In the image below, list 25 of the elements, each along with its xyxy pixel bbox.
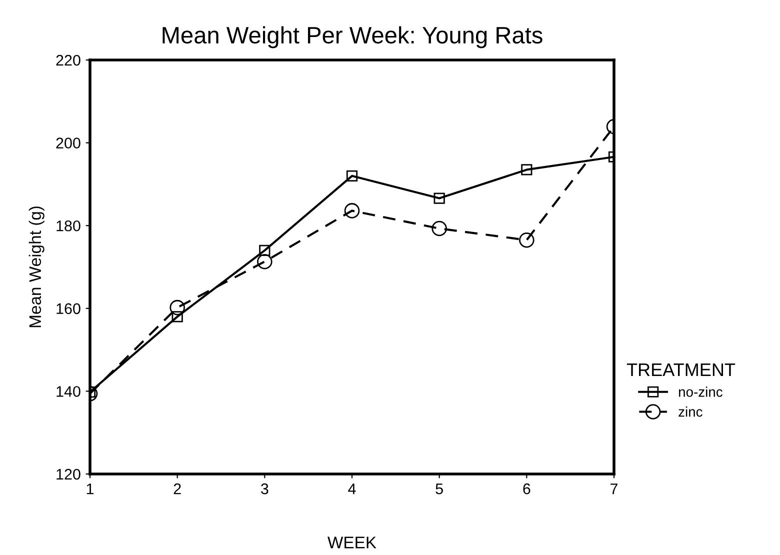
x-tick-label: 3 [261, 483, 268, 494]
legend-label: zinc [678, 406, 702, 417]
y-axis-title: Mean Weight (g) [28, 206, 44, 328]
point [432, 220, 447, 236]
x-tick-label: 7 [610, 484, 618, 494]
point [257, 254, 272, 270]
x-tick-label: 5 [436, 484, 443, 494]
y-tick-label: 200 [56, 138, 80, 148]
legend-title: TREATMENT [626, 364, 736, 376]
y-tick-label: 180 [56, 220, 80, 232]
x-tick-label: 6 [523, 483, 530, 494]
point [344, 203, 360, 218]
y-tick-label: 160 [56, 303, 80, 314]
x-tick-label: 1 [86, 484, 94, 494]
point [434, 192, 445, 204]
y-tick-label: 120 [56, 468, 80, 480]
point [259, 244, 270, 256]
x-axis-title: WEEK [328, 536, 376, 548]
point [346, 170, 358, 182]
x-tick-label: 4 [348, 484, 356, 494]
x-tick-label: 2 [174, 483, 181, 494]
y-tick-label: 220 [56, 54, 80, 66]
legend-label: no-zinc [678, 386, 722, 397]
chart-title: Mean Weight Per Week: Young Rats [162, 26, 542, 48]
y-tick-label: 140 [56, 386, 80, 397]
